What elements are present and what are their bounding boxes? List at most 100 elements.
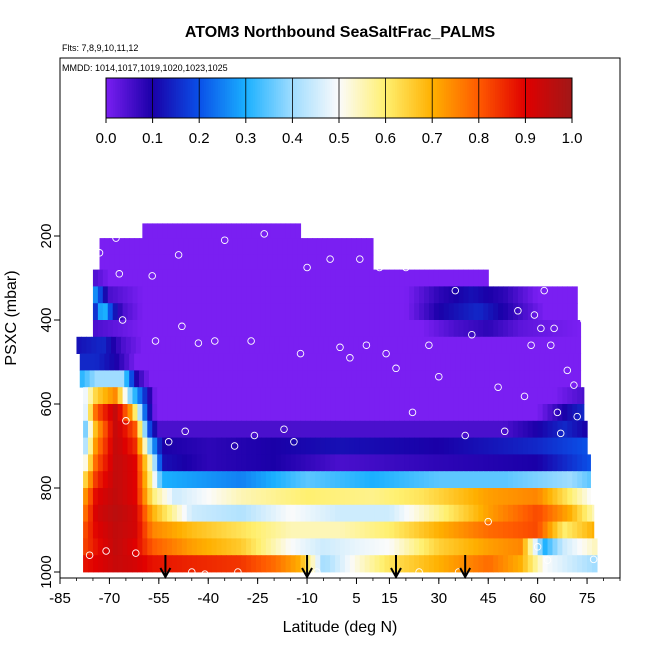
colorbar-swatch xyxy=(478,78,482,118)
colorbar-swatch xyxy=(192,78,196,118)
heatmap-cell xyxy=(493,521,499,539)
heatmap-cell xyxy=(147,471,153,489)
heatmap-cell xyxy=(572,471,578,489)
heatmap-cell xyxy=(231,223,237,241)
heatmap-cell xyxy=(280,521,287,539)
heatmap-cell xyxy=(142,320,148,338)
heatmap-cell xyxy=(176,387,183,405)
heatmap-cell xyxy=(221,404,227,422)
sample-point xyxy=(188,568,196,576)
heatmap-cell xyxy=(132,488,139,506)
heatmap-cell xyxy=(287,238,293,256)
x-tick-label: 30 xyxy=(430,590,447,607)
colorbar-swatch xyxy=(129,78,133,118)
heatmap-cell xyxy=(223,370,229,388)
heatmap-cell xyxy=(231,504,237,522)
heatmap-cell xyxy=(344,269,351,287)
heatmap-cell xyxy=(489,370,496,388)
heatmap-cell xyxy=(592,538,598,556)
sample-point xyxy=(402,263,410,272)
colorbar-swatch xyxy=(255,78,258,118)
heatmap-cell xyxy=(310,555,316,573)
heatmap-cell xyxy=(458,555,465,573)
heatmap-cell xyxy=(557,521,563,539)
heatmap-cell xyxy=(104,353,111,371)
heatmap-cell xyxy=(295,454,302,472)
heatmap-cell xyxy=(259,336,265,354)
heatmap-cell xyxy=(481,336,488,354)
heatmap-cell xyxy=(153,254,160,273)
heatmap-cell xyxy=(371,353,377,371)
heatmap-cell xyxy=(193,370,199,388)
heatmap-cell xyxy=(158,254,165,273)
heatmap-cell xyxy=(572,303,578,321)
heatmap-cell xyxy=(147,404,153,422)
colorbar-swatch xyxy=(115,78,119,118)
heatmap-cell xyxy=(198,238,204,256)
sample-point xyxy=(112,234,120,242)
heatmap-cell xyxy=(310,538,316,556)
heatmap-cell xyxy=(493,286,499,304)
heatmap-cell xyxy=(473,538,479,556)
heatmap-cell xyxy=(216,303,223,321)
heatmap-cell xyxy=(315,404,321,422)
heatmap-cell xyxy=(325,303,331,321)
heatmap-cell xyxy=(246,420,252,438)
heatmap-cell xyxy=(512,454,519,472)
heatmap-cell xyxy=(269,336,275,354)
sample-point xyxy=(435,372,443,381)
heatmap-cell xyxy=(231,320,237,338)
heatmap-cell xyxy=(320,387,326,405)
heatmap-cell xyxy=(132,320,139,338)
x-tick-label: -40 xyxy=(197,590,219,607)
heatmap-cell xyxy=(157,269,163,287)
heatmap-cell xyxy=(592,555,598,573)
heatmap-cell xyxy=(549,370,555,388)
heatmap-cell xyxy=(300,521,307,539)
colorbar-swatch xyxy=(217,78,221,118)
heatmap-cell xyxy=(83,504,89,522)
heatmap-cell xyxy=(554,370,560,388)
heatmap-cell xyxy=(142,286,148,304)
heatmap-cell xyxy=(430,370,437,388)
heatmap-cell xyxy=(145,336,152,354)
colorbar-swatch xyxy=(238,78,242,118)
heatmap-cell xyxy=(478,521,484,539)
heatmap-cell xyxy=(127,303,134,321)
heatmap-cell xyxy=(344,521,351,539)
heatmap-cell xyxy=(206,320,213,338)
heatmap-cell xyxy=(303,336,310,354)
heatmap-cell xyxy=(89,370,96,388)
heatmap-cell xyxy=(249,336,255,354)
heatmap-cell xyxy=(300,269,307,287)
heatmap-cell xyxy=(424,286,430,304)
heatmap-cell xyxy=(552,303,559,321)
heatmap-cell xyxy=(498,471,504,489)
heatmap-cell xyxy=(414,555,420,573)
colorbar-swatch xyxy=(474,78,477,118)
sample-point xyxy=(122,417,130,425)
heatmap-cell xyxy=(122,471,129,489)
flights-label: Flts: 7,8,9,10,11,12 xyxy=(62,43,138,53)
heatmap-cell xyxy=(379,404,386,422)
heatmap-cell xyxy=(310,504,316,522)
heatmap-cell xyxy=(582,488,588,506)
heatmap-cell xyxy=(537,555,544,573)
heatmap-cell xyxy=(186,488,193,506)
heatmap-cell xyxy=(260,286,267,304)
heatmap-cell xyxy=(122,320,129,338)
heatmap-cell xyxy=(499,370,506,388)
sample-point xyxy=(336,343,344,352)
heatmap-cell xyxy=(340,286,346,304)
heatmap-cell xyxy=(394,269,400,287)
heatmap-cell xyxy=(458,420,465,438)
heatmap-cell xyxy=(265,504,272,522)
heatmap-cell xyxy=(443,488,450,506)
colorbar-swatch xyxy=(427,78,431,118)
heatmap-cell xyxy=(246,488,252,506)
heatmap-cell xyxy=(573,353,580,371)
heatmap-cell xyxy=(498,504,504,522)
heatmap-cell xyxy=(173,353,180,371)
heatmap-cell xyxy=(300,286,307,304)
